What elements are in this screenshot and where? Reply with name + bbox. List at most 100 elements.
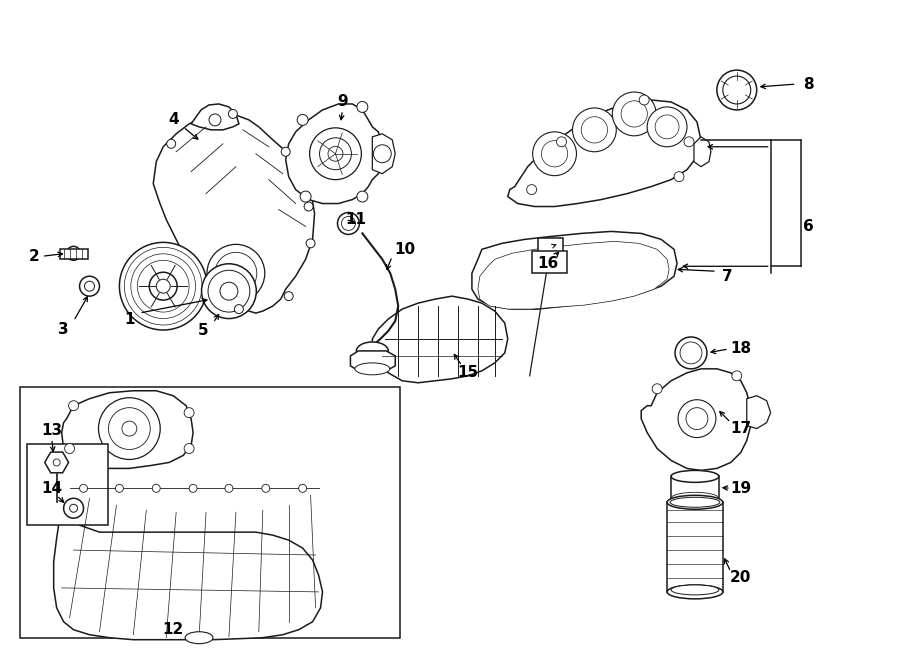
Ellipse shape [328, 146, 343, 161]
Ellipse shape [723, 76, 751, 104]
Ellipse shape [166, 139, 176, 148]
Ellipse shape [189, 485, 197, 492]
Polygon shape [508, 100, 701, 206]
Polygon shape [191, 104, 238, 130]
Ellipse shape [208, 270, 250, 312]
Ellipse shape [98, 398, 160, 459]
Ellipse shape [229, 110, 238, 118]
Ellipse shape [69, 504, 77, 512]
Text: 20: 20 [730, 570, 752, 586]
Text: 13: 13 [41, 423, 62, 438]
Ellipse shape [357, 102, 368, 112]
Ellipse shape [655, 115, 679, 139]
Ellipse shape [65, 444, 75, 453]
Ellipse shape [215, 253, 256, 294]
Ellipse shape [732, 371, 742, 381]
Bar [532, 251, 566, 273]
Text: 3: 3 [58, 321, 69, 336]
Polygon shape [153, 114, 315, 313]
Ellipse shape [209, 114, 221, 126]
Ellipse shape [680, 342, 702, 364]
Ellipse shape [152, 485, 160, 492]
Ellipse shape [374, 145, 392, 163]
Ellipse shape [310, 128, 362, 180]
Text: 12: 12 [163, 622, 184, 637]
Bar [537, 239, 562, 253]
Polygon shape [694, 137, 711, 167]
Ellipse shape [220, 282, 238, 300]
Ellipse shape [581, 117, 608, 143]
Text: 5: 5 [198, 323, 209, 338]
Bar [667, 502, 723, 592]
Ellipse shape [533, 132, 577, 176]
Ellipse shape [717, 70, 757, 110]
Ellipse shape [297, 114, 308, 126]
Ellipse shape [207, 245, 265, 302]
Polygon shape [472, 231, 677, 309]
Ellipse shape [572, 108, 616, 152]
Polygon shape [747, 396, 770, 428]
Ellipse shape [670, 497, 720, 507]
Ellipse shape [686, 408, 708, 430]
Bar [20, 387, 400, 638]
Ellipse shape [79, 276, 100, 296]
Ellipse shape [234, 305, 243, 313]
Ellipse shape [262, 485, 270, 492]
Ellipse shape [652, 384, 662, 394]
Ellipse shape [202, 264, 256, 319]
Ellipse shape [320, 137, 351, 170]
Ellipse shape [678, 400, 716, 438]
Text: 14: 14 [41, 481, 62, 496]
Ellipse shape [185, 632, 213, 644]
Ellipse shape [674, 172, 684, 182]
Ellipse shape [64, 498, 84, 518]
Ellipse shape [357, 191, 368, 202]
Ellipse shape [68, 401, 78, 410]
Ellipse shape [684, 137, 694, 147]
Polygon shape [54, 488, 322, 640]
Text: 7: 7 [722, 269, 732, 284]
Text: 8: 8 [803, 77, 814, 91]
Ellipse shape [53, 459, 60, 466]
Ellipse shape [299, 485, 307, 492]
Ellipse shape [338, 212, 359, 235]
Bar [27, 444, 108, 525]
Ellipse shape [225, 485, 233, 492]
Ellipse shape [300, 191, 311, 202]
Ellipse shape [115, 485, 123, 492]
Polygon shape [285, 104, 382, 204]
Text: 10: 10 [394, 242, 416, 257]
Ellipse shape [85, 281, 94, 291]
Ellipse shape [184, 444, 194, 453]
Ellipse shape [157, 279, 170, 293]
Ellipse shape [647, 107, 687, 147]
Text: 6: 6 [803, 219, 814, 234]
Text: 1: 1 [124, 311, 135, 327]
Ellipse shape [67, 247, 81, 260]
Ellipse shape [108, 408, 150, 449]
Ellipse shape [355, 363, 390, 375]
Polygon shape [350, 351, 395, 371]
Ellipse shape [304, 202, 313, 211]
Polygon shape [373, 134, 395, 174]
Ellipse shape [356, 342, 388, 360]
Text: 18: 18 [730, 342, 752, 356]
Ellipse shape [138, 260, 189, 312]
Text: 19: 19 [730, 481, 752, 496]
Ellipse shape [526, 184, 536, 194]
Ellipse shape [671, 492, 719, 504]
Text: 4: 4 [168, 112, 178, 128]
Ellipse shape [184, 408, 194, 418]
Ellipse shape [671, 585, 719, 595]
Text: 16: 16 [537, 256, 558, 271]
Ellipse shape [621, 100, 647, 127]
Ellipse shape [675, 337, 706, 369]
Bar [59, 249, 87, 259]
Polygon shape [641, 369, 751, 471]
Text: 11: 11 [345, 212, 366, 227]
Ellipse shape [556, 137, 566, 147]
Polygon shape [478, 241, 669, 309]
Text: 17: 17 [730, 421, 752, 436]
Ellipse shape [612, 92, 656, 136]
Ellipse shape [122, 421, 137, 436]
